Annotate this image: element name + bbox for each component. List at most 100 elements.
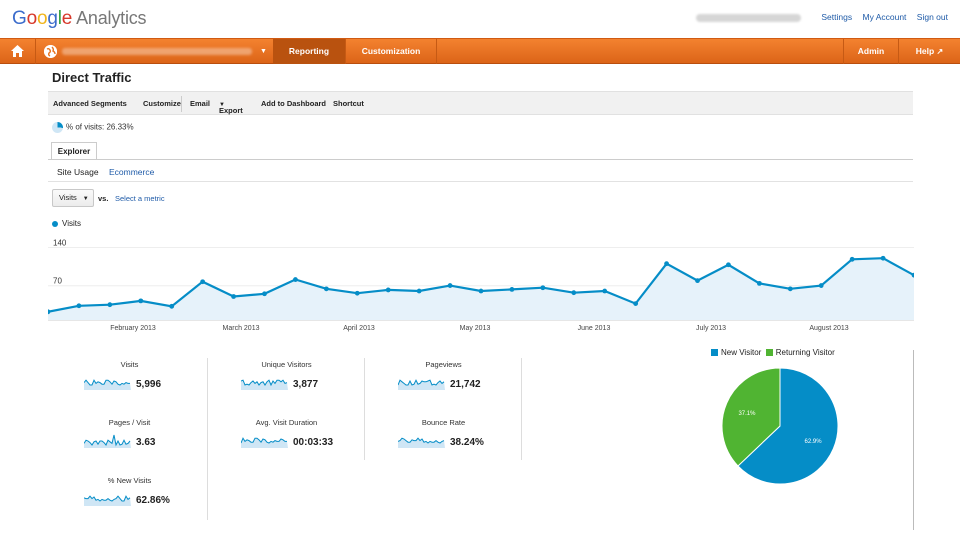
sparkline-line	[84, 495, 131, 502]
mini-pie-icon	[52, 122, 63, 133]
x-tick-label: June 2013	[578, 325, 611, 332]
chart-legend: Visits	[52, 219, 81, 228]
x-tick-label: February 2013	[110, 325, 156, 332]
scorecard-divider	[521, 358, 522, 460]
tab-admin[interactable]: Admin	[843, 39, 898, 64]
pie-slice[interactable]	[737, 367, 839, 485]
sparkline-area	[398, 438, 445, 448]
tab-divider	[48, 159, 913, 160]
data-point	[200, 279, 206, 285]
scorecard-value: 62.86%	[136, 495, 170, 506]
sparkline-line	[84, 379, 130, 386]
x-tick-label: April 2013	[343, 325, 375, 332]
sparkline-area	[84, 496, 131, 506]
toolbar-divider	[181, 96, 182, 112]
shortcut-button[interactable]: Shortcut	[333, 99, 364, 108]
scorecard[interactable]: Unique Visitors 3,877	[209, 360, 364, 416]
chevron-down-icon[interactable]: ▼	[260, 48, 267, 55]
my-account-link[interactable]: My Account	[862, 12, 907, 22]
data-point	[633, 301, 639, 306]
account-email-blurred	[696, 13, 802, 22]
export-button[interactable]: Export ▼	[219, 99, 243, 115]
legend-visits-label: Visits	[62, 219, 81, 228]
sparkline-area	[241, 438, 288, 448]
scorecard-label: Pages / Visit	[108, 418, 151, 427]
email-button[interactable]: Email	[190, 99, 211, 108]
scorecard-value: 3,877	[293, 379, 319, 390]
customize-button[interactable]: Customize	[143, 99, 181, 108]
help-label: Help	[915, 46, 935, 56]
pie-slice-label: 62.9%	[805, 439, 823, 445]
pie-slice[interactable]	[721, 367, 781, 467]
scorecard-label: Visits	[120, 360, 139, 369]
add-to-dashboard-button[interactable]: Add to Dashboard	[261, 99, 326, 108]
scorecard-label: Avg. Visit Duration	[255, 418, 318, 427]
tab-customization[interactable]: Customization	[345, 39, 437, 64]
export-label: Export	[219, 106, 243, 115]
sparkline-line	[241, 437, 287, 444]
scorecard-divider	[207, 358, 208, 520]
sparkline	[398, 437, 445, 448]
scorecard-divider	[364, 358, 365, 460]
panel-border	[913, 350, 914, 530]
subtab-site-usage[interactable]: Site Usage	[57, 167, 99, 177]
scorecard-value: 21,742	[450, 379, 481, 390]
data-point	[695, 278, 700, 284]
subtab-ecommerce[interactable]: Ecommerce	[108, 167, 155, 177]
tab-explorer[interactable]: Explorer	[51, 142, 97, 160]
advanced-segments-button[interactable]: Advanced Segments	[53, 99, 127, 108]
globe-icon	[44, 45, 57, 58]
pie-legend: New Visitor Returning Visitor	[711, 348, 835, 357]
sparkline-area	[398, 380, 445, 390]
sparkline	[241, 379, 288, 390]
sparkline	[84, 379, 131, 390]
data-point	[323, 286, 329, 292]
scorecard-value: 38.24%	[450, 437, 484, 448]
x-tick-label: August 2013	[809, 325, 848, 332]
legend-dot	[52, 220, 58, 227]
google-analytics-logo[interactable]: Google Analytics	[12, 8, 147, 30]
data-point	[478, 288, 484, 294]
chevron-down-icon: ▼	[82, 196, 89, 202]
data-point	[818, 283, 824, 288]
legend-swatch-new	[711, 349, 718, 357]
scorecard-label: % New Visits	[107, 476, 152, 485]
data-point	[107, 302, 113, 308]
settings-link[interactable]: Settings	[821, 12, 853, 22]
data-point	[76, 303, 82, 309]
sparkline-line	[398, 379, 445, 386]
data-point	[756, 280, 762, 286]
explorer-subtabs: Site Usage Ecommerce	[57, 167, 154, 177]
top-header: Google Analytics Settings My Account Sign…	[0, 0, 960, 38]
data-point	[787, 286, 793, 292]
x-tick-label: July 2013	[696, 325, 726, 332]
select-metric-link[interactable]: Select a metric	[115, 194, 165, 203]
scorecard[interactable]: Pages / Visit 3.63	[52, 418, 207, 474]
sign-out-link[interactable]: Sign out	[916, 12, 948, 22]
visitor-pie-chart[interactable]: 62.9% 37.1%	[720, 366, 840, 486]
logo-analytics-text: Analytics	[76, 8, 147, 28]
scorecard[interactable]: Visits 5,996	[52, 360, 207, 416]
subtab-divider	[48, 181, 913, 182]
data-point	[231, 294, 236, 299]
y-tick-label: 70	[53, 277, 62, 286]
data-point	[509, 286, 515, 292]
scorecard[interactable]: % New Visits 62.86%	[52, 476, 207, 532]
data-point	[540, 285, 546, 291]
account-selector-blurred[interactable]	[62, 48, 252, 55]
tab-help[interactable]: Help ↗	[898, 39, 960, 64]
tab-reporting[interactable]: Reporting	[273, 39, 345, 64]
y-tick-label: 140	[53, 238, 67, 247]
home-button[interactable]	[0, 39, 36, 64]
data-point	[416, 288, 422, 294]
sparkline	[398, 379, 445, 390]
scorecard[interactable]: Avg. Visit Duration 00:03:33	[209, 418, 364, 474]
metric-select[interactable]: Visits ▼	[52, 189, 94, 207]
x-tick-label: May 2013	[460, 325, 491, 332]
x-tick-label: March 2013	[223, 325, 260, 332]
scorecard[interactable]: Bounce Rate 38.24%	[366, 418, 521, 474]
visits-line-chart[interactable]: 70 140 February 2013 March 2013 April 2013 Ma…	[48, 232, 914, 338]
scorecard[interactable]: Pageviews 21,742	[366, 360, 521, 416]
data-point	[262, 291, 267, 297]
data-point	[48, 309, 51, 315]
